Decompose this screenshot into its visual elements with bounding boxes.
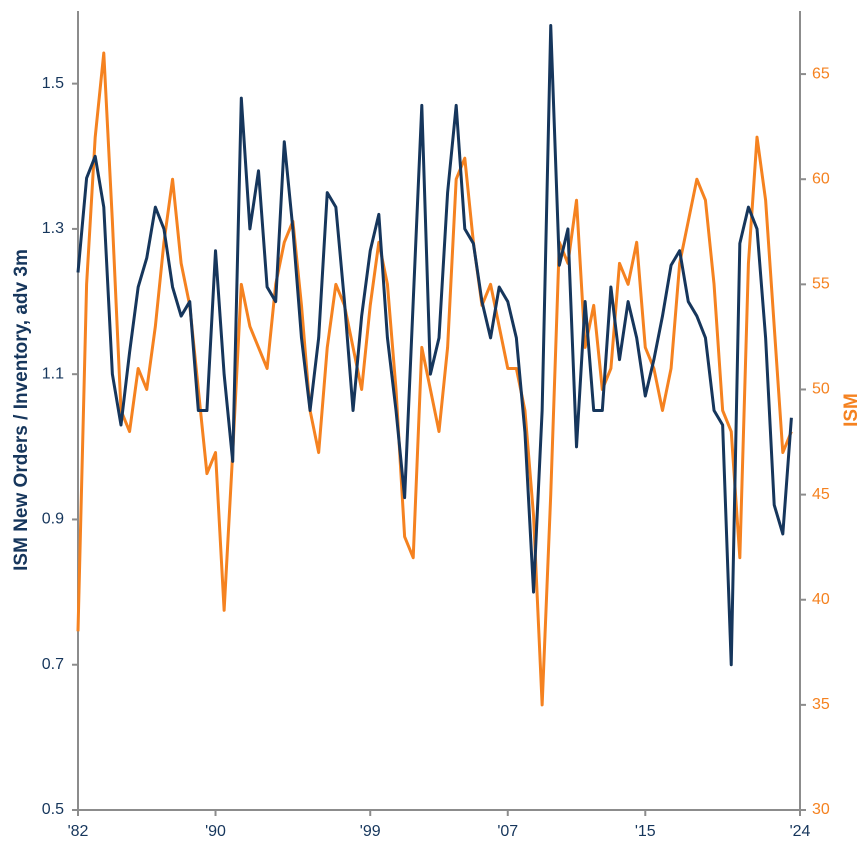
x-tick-label: '07 [497, 823, 518, 840]
x-tick-label: '15 [635, 823, 656, 840]
y-tick-label: 1.1 [42, 365, 64, 382]
y2-tick-label: 60 [812, 170, 830, 187]
y2-tick-label: 65 [812, 65, 830, 82]
y-tick-label: 1.5 [42, 75, 64, 92]
y2-tick-label: 30 [812, 801, 830, 818]
x-tick-label: '99 [360, 823, 381, 840]
y-axis-label: ISM New Orders / Inventory, adv 3m [11, 249, 32, 571]
y-tick-label: 1.3 [42, 220, 64, 237]
y-tick-label: 0.7 [42, 656, 64, 673]
y2-tick-label: 35 [812, 696, 830, 713]
x-tick-label: '24 [790, 823, 811, 840]
x-tick-label: '90 [205, 823, 226, 840]
y-tick-label: 0.5 [42, 801, 64, 818]
series-line [76, 24, 793, 667]
y2-axis-label: ISM [841, 393, 862, 427]
y2-tick-label: 45 [812, 486, 830, 503]
series-line [76, 51, 793, 707]
y2-tick-label: 40 [812, 591, 830, 608]
x-tick-label: '82 [68, 823, 89, 840]
y-tick-label: 0.9 [42, 511, 64, 528]
y2-tick-label: 55 [812, 276, 830, 293]
y2-tick-label: 50 [812, 381, 830, 398]
